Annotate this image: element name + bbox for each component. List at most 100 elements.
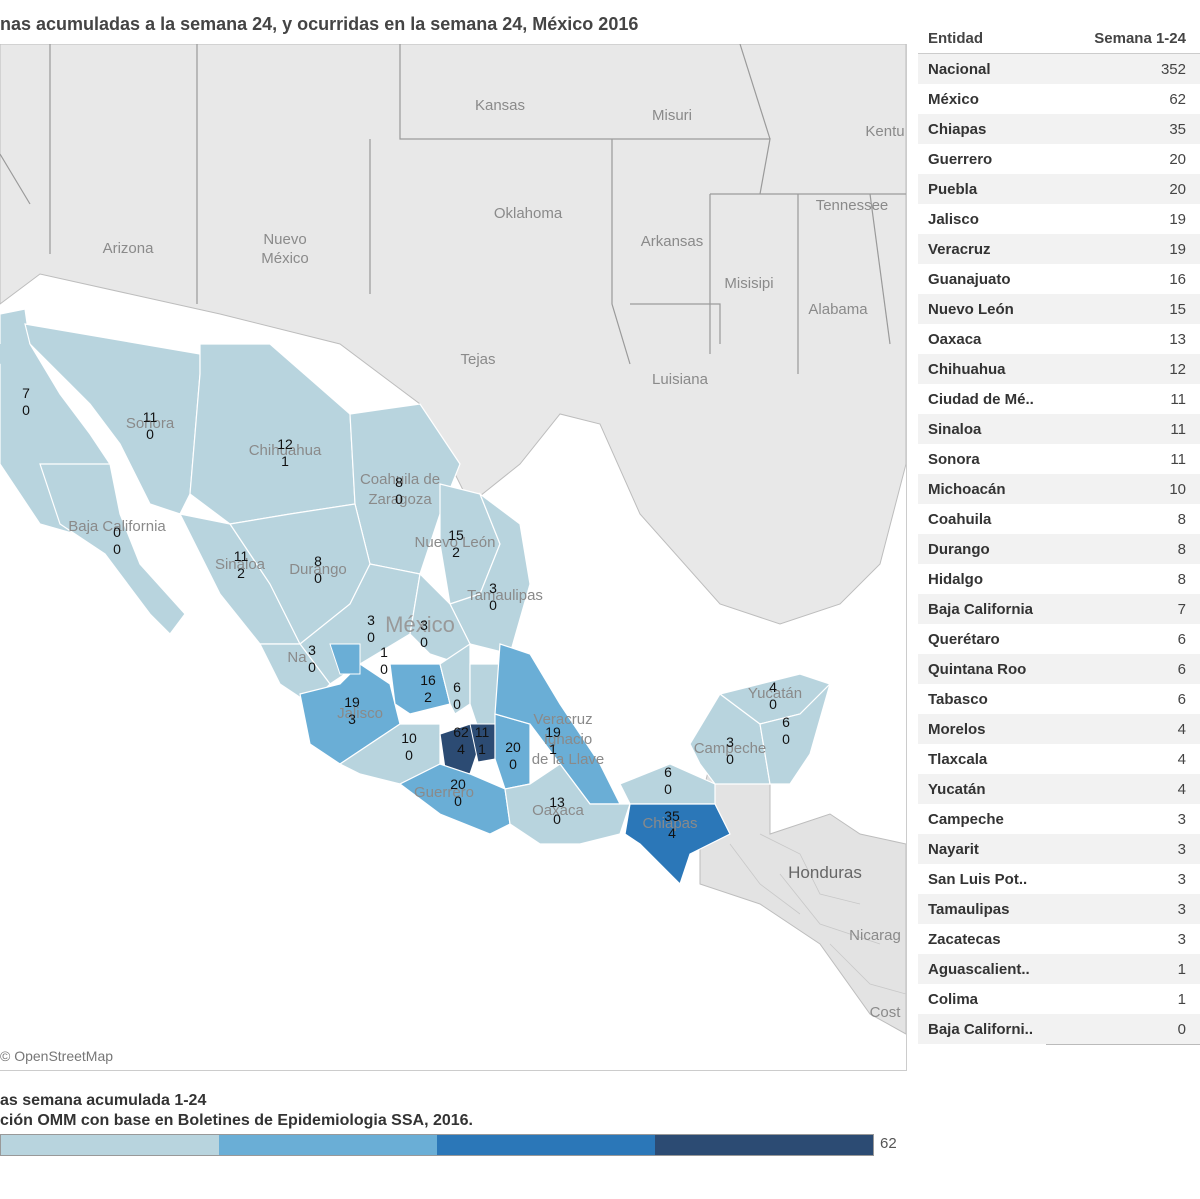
- geo-label: Sinaloa: [215, 556, 266, 573]
- geo-label: Sonora: [126, 415, 175, 432]
- row-value: 3: [1177, 810, 1186, 828]
- geo-label: Cost: [870, 1004, 902, 1021]
- geo-label: Guerrero: [414, 784, 474, 801]
- geo-label: Veracruz: [533, 711, 592, 728]
- state-accumulated-label: 62: [453, 724, 469, 740]
- table-row[interactable]: Zacatecas 3: [918, 924, 1200, 954]
- geo-label: Arizona: [103, 240, 155, 257]
- table-row[interactable]: Guerrero 20: [918, 144, 1200, 174]
- table-row[interactable]: Tamaulipas 3: [918, 894, 1200, 924]
- map-title: nas acumuladas a la semana 24, y ocurrid…: [0, 14, 639, 34]
- header-semana[interactable]: Semana 1-24: [1094, 30, 1186, 47]
- table-row[interactable]: México 62: [918, 84, 1200, 114]
- row-value: 10: [1169, 480, 1186, 498]
- table-bottom-line: [1046, 1044, 1200, 1045]
- table-row[interactable]: Oaxaca 13: [918, 324, 1200, 354]
- geo-label: Kansas: [475, 97, 525, 114]
- row-value: 3: [1177, 930, 1186, 948]
- table-row[interactable]: San Luis Pot.. 3: [918, 864, 1200, 894]
- state-week-label: 0: [489, 597, 497, 613]
- row-entidad: San Luis Pot..: [928, 870, 1028, 888]
- table-row[interactable]: Chihuahua 12: [918, 354, 1200, 384]
- state-accumulated-label: 12: [277, 436, 293, 452]
- geo-label: México: [385, 612, 455, 637]
- table-row[interactable]: Nuevo León 15: [918, 294, 1200, 324]
- state-accumulated-label: 11: [234, 548, 249, 564]
- geo-label: México: [261, 250, 309, 267]
- state-week-label: 0: [509, 756, 517, 772]
- map-view[interactable]: Kansas Misuri Kentu Oklahoma Tennessee Arizon…: [0, 44, 907, 1071]
- table-row[interactable]: Nacional 352: [918, 54, 1200, 84]
- state-week-label: 4: [668, 825, 676, 841]
- row-entidad: Puebla: [928, 180, 978, 198]
- state-accumulated-label: 8: [314, 553, 322, 569]
- state-accumulated-label: 4: [769, 679, 777, 695]
- table-row[interactable]: Baja California 7: [918, 594, 1200, 624]
- table-row[interactable]: Aguascalient.. 1: [918, 954, 1200, 984]
- state-accumulated-label: 11: [475, 724, 490, 740]
- state-week-label: 3: [348, 711, 356, 727]
- table-row[interactable]: Baja Californi.. 0: [918, 1014, 1200, 1044]
- row-entidad: Baja California: [928, 600, 1034, 618]
- state-quintana-roo: [759, 681, 832, 785]
- table-row[interactable]: Colima 1: [918, 984, 1200, 1014]
- state-accumulated-label: 3: [726, 734, 734, 750]
- table-row[interactable]: Campeche 3: [918, 804, 1200, 834]
- table-row[interactable]: Morelos 4: [918, 714, 1200, 744]
- row-value: 15: [1169, 300, 1186, 318]
- us-state-borders: [0, 44, 906, 374]
- table-row[interactable]: Veracruz 19: [918, 234, 1200, 264]
- table-row[interactable]: Jalisco 19: [918, 204, 1200, 234]
- state-week-label: 0: [769, 696, 777, 712]
- usa-landmass: [0, 44, 906, 625]
- table-row[interactable]: Chiapas 35: [918, 114, 1200, 144]
- table-row[interactable]: Ciudad de Mé.. 11: [918, 384, 1200, 414]
- table-row[interactable]: Yucatán 4: [918, 774, 1200, 804]
- state-accumulated-label: 6: [453, 679, 461, 695]
- geo-label: Nuevo: [263, 231, 306, 248]
- state-accumulated-label: 20: [450, 776, 466, 792]
- table-row[interactable]: Tabasco 6: [918, 684, 1200, 714]
- state-accumulated-label: 8: [395, 474, 403, 490]
- table-row[interactable]: Nayarit 3: [918, 834, 1200, 864]
- table-row[interactable]: Tlaxcala 4: [918, 744, 1200, 774]
- table-row[interactable]: Hidalgo 8: [918, 564, 1200, 594]
- state-michoacan: [338, 723, 441, 785]
- table-row[interactable]: Durango 8: [918, 534, 1200, 564]
- geo-label: Coahuila de: [360, 471, 440, 488]
- table-row[interactable]: Puebla 20: [918, 174, 1200, 204]
- header-entidad[interactable]: Entidad: [928, 30, 983, 47]
- geo-label: Kentu: [865, 123, 904, 140]
- geo-label: Nicarag: [849, 927, 901, 944]
- row-value: 35: [1169, 120, 1186, 138]
- row-entidad: Campeche: [928, 810, 1004, 828]
- table-row[interactable]: Michoacán 10: [918, 474, 1200, 504]
- table-row[interactable]: Sinaloa 11: [918, 414, 1200, 444]
- legend-max-value: 62: [880, 1135, 897, 1152]
- table-row[interactable]: Quintana Roo 6: [918, 654, 1200, 684]
- row-value: 16: [1169, 270, 1186, 288]
- table-row[interactable]: Querétaro 6: [918, 624, 1200, 654]
- geo-label: Zaragoza: [368, 491, 432, 508]
- row-value: 8: [1177, 540, 1186, 558]
- state-value-labels: 70 11012180001521128030303030101626019310…: [22, 385, 790, 841]
- row-entidad: Hidalgo: [928, 570, 983, 588]
- table-row[interactable]: Guanajuato 16: [918, 264, 1200, 294]
- geo-label: Chihuahua: [249, 442, 322, 459]
- table-row[interactable]: Sonora 11: [918, 444, 1200, 474]
- row-entidad: Veracruz: [928, 240, 991, 258]
- state-week-label: 0: [22, 402, 30, 418]
- state-week-label: 0: [146, 426, 154, 442]
- row-value: 19: [1169, 210, 1186, 228]
- row-value: 11: [1170, 420, 1186, 438]
- row-value: 4: [1177, 750, 1186, 768]
- table-row[interactable]: Coahuila 8: [918, 504, 1200, 534]
- row-entidad: Nuevo León: [928, 300, 1014, 318]
- row-value: 3: [1177, 840, 1186, 858]
- row-value: 20: [1169, 150, 1186, 168]
- cases-table: Entidad Semana 1-24 Nacional 352 México 62 C…: [918, 24, 1200, 1045]
- row-value: 1: [1177, 960, 1186, 978]
- map-canvas[interactable]: Kansas Misuri Kentu Oklahoma Tennessee Arizon…: [0, 44, 906, 1070]
- map-credit[interactable]: © OpenStreetMap: [0, 1048, 114, 1064]
- row-value: 352: [1160, 60, 1186, 78]
